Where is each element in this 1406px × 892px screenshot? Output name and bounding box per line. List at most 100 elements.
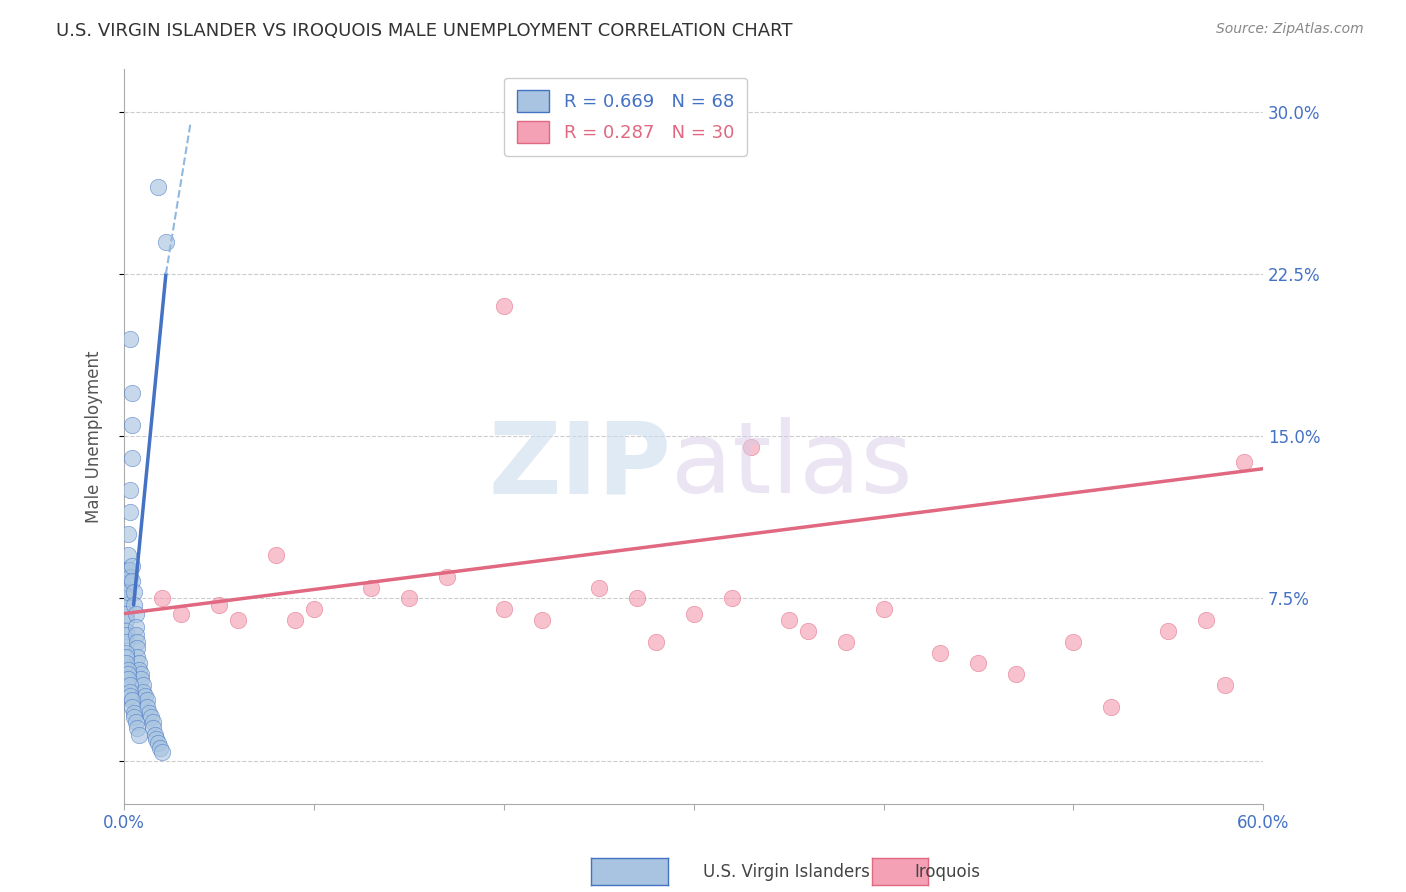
Point: [115, 649, 138, 664]
Text: ZIP: ZIP: [488, 417, 671, 514]
Point: [436, 570, 458, 584]
Point: [148, 736, 170, 750]
Point: [118, 563, 141, 577]
Point: [1062, 634, 1084, 648]
Point: [150, 745, 173, 759]
Point: [264, 548, 287, 562]
Point: [682, 607, 704, 621]
Point: [142, 721, 165, 735]
Point: [644, 634, 666, 648]
Point: [124, 714, 146, 729]
Point: [128, 657, 150, 671]
Point: [398, 591, 420, 606]
Point: [148, 180, 170, 194]
Point: [155, 235, 177, 249]
Point: [117, 563, 139, 577]
Point: [124, 619, 146, 633]
Point: [117, 585, 139, 599]
Point: [115, 657, 138, 671]
Point: [135, 693, 157, 707]
Point: [117, 663, 139, 677]
Point: [118, 505, 141, 519]
Point: [132, 678, 155, 692]
Point: [118, 332, 141, 346]
Point: [796, 624, 818, 638]
Point: [121, 559, 143, 574]
Point: [138, 706, 160, 720]
Point: [530, 613, 553, 627]
Point: [127, 641, 149, 656]
Point: [492, 602, 515, 616]
Point: [117, 672, 139, 686]
Point: [132, 684, 155, 698]
Point: [115, 634, 138, 648]
Point: [121, 693, 143, 707]
Point: [135, 699, 157, 714]
Point: [302, 602, 325, 616]
Point: [134, 689, 156, 703]
Point: [115, 591, 138, 606]
Text: Source: ZipAtlas.com: Source: ZipAtlas.com: [1216, 22, 1364, 37]
Point: [122, 706, 145, 720]
Point: [118, 570, 141, 584]
Point: [1157, 624, 1180, 638]
Point: [284, 613, 307, 627]
Text: U.S. VIRGIN ISLANDER VS IROQUOIS MALE UNEMPLOYMENT CORRELATION CHART: U.S. VIRGIN ISLANDER VS IROQUOIS MALE UN…: [56, 22, 793, 40]
Point: [118, 483, 141, 498]
Point: [121, 699, 143, 714]
Point: [1099, 699, 1122, 714]
Y-axis label: Male Unemployment: Male Unemployment: [86, 350, 103, 523]
Point: [115, 598, 138, 612]
Point: [124, 607, 146, 621]
Point: [1213, 678, 1236, 692]
Point: [626, 591, 648, 606]
Point: [492, 300, 515, 314]
Point: [121, 450, 143, 465]
Point: [208, 598, 231, 612]
Point: [115, 628, 138, 642]
Point: [129, 672, 152, 686]
Point: [115, 581, 138, 595]
Point: [122, 585, 145, 599]
Point: [1195, 613, 1218, 627]
Point: [150, 591, 173, 606]
Point: [117, 667, 139, 681]
Point: [139, 710, 162, 724]
Point: [128, 728, 150, 742]
Point: [115, 607, 138, 621]
Point: [118, 689, 141, 703]
Point: [121, 574, 143, 589]
Point: [834, 634, 856, 648]
Point: [128, 663, 150, 677]
Text: Iroquois: Iroquois: [914, 863, 980, 881]
Point: [143, 728, 166, 742]
Point: [226, 613, 249, 627]
Legend: R = 0.669   N = 68, R = 0.287   N = 30: R = 0.669 N = 68, R = 0.287 N = 30: [503, 78, 747, 156]
Point: [967, 657, 990, 671]
Point: [170, 607, 193, 621]
Point: [145, 732, 167, 747]
Point: [115, 646, 138, 660]
Point: [127, 649, 149, 664]
Point: [121, 418, 143, 433]
Point: [127, 721, 149, 735]
Point: [142, 714, 165, 729]
Point: [117, 526, 139, 541]
Point: [929, 646, 952, 660]
Point: [121, 386, 143, 401]
Point: [124, 628, 146, 642]
Point: [118, 678, 141, 692]
Point: [115, 624, 138, 638]
Point: [1233, 455, 1256, 469]
Point: [117, 548, 139, 562]
Point: [129, 667, 152, 681]
Point: [122, 598, 145, 612]
Point: [117, 576, 139, 591]
Point: [720, 591, 742, 606]
Point: [740, 440, 762, 454]
Text: atlas: atlas: [671, 417, 912, 514]
Point: [872, 602, 894, 616]
Point: [1005, 667, 1028, 681]
Point: [360, 581, 382, 595]
Point: [778, 613, 800, 627]
